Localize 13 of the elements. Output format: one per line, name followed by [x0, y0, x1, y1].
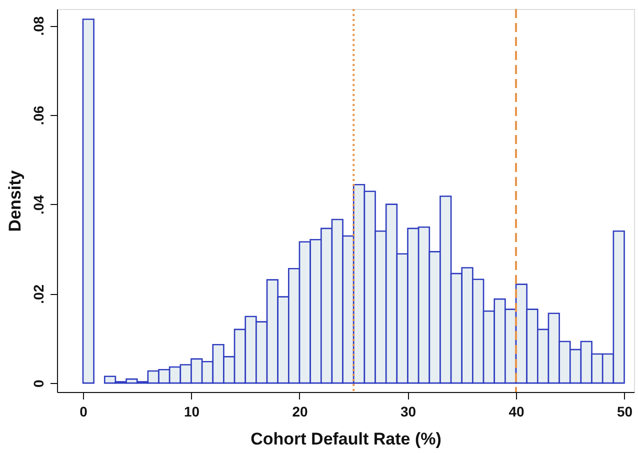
- x-tick-label: 50: [616, 404, 633, 420]
- x-tick-label: 10: [184, 404, 200, 420]
- y-axis-title: Density: [6, 170, 24, 232]
- y-tick-label: 0: [30, 379, 46, 388]
- y-tick-label: .08: [30, 16, 46, 36]
- x-tick-label: 40: [508, 404, 524, 420]
- x-tick-label: 0: [80, 404, 88, 420]
- x-tick-label: 20: [292, 404, 308, 420]
- y-tick-label: .02: [30, 284, 46, 304]
- y-tick-label: .04: [30, 194, 46, 215]
- y-tick-label: .06: [30, 105, 46, 126]
- x-tick-label: 30: [400, 404, 416, 420]
- x-axis-title: Cohort Default Rate (%): [250, 430, 442, 448]
